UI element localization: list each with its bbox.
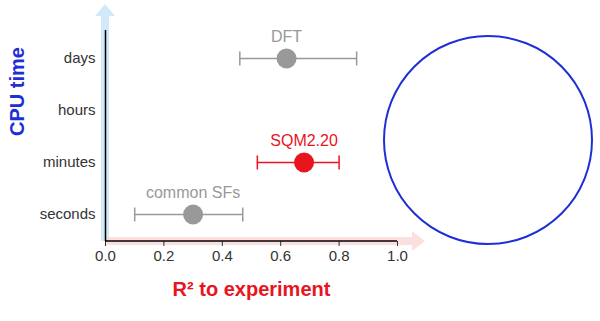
svg-text:0.2: 0.2 bbox=[153, 247, 174, 264]
svg-text:seconds: seconds bbox=[40, 205, 96, 222]
svg-text:DFT: DFT bbox=[271, 28, 302, 45]
svg-text:minutes: minutes bbox=[43, 153, 96, 170]
svg-text:hours: hours bbox=[58, 101, 96, 118]
svg-text:days: days bbox=[64, 49, 96, 66]
svg-text:1.0: 1.0 bbox=[387, 247, 408, 264]
svg-text:CPU time: CPU time bbox=[6, 47, 28, 136]
svg-text:0.6: 0.6 bbox=[270, 247, 291, 264]
svg-text:0.0: 0.0 bbox=[95, 247, 116, 264]
svg-text:common SFs: common SFs bbox=[146, 184, 240, 201]
svg-text:0.8: 0.8 bbox=[329, 247, 350, 264]
svg-text:0.4: 0.4 bbox=[212, 247, 233, 264]
svg-text:SQM2.20: SQM2.20 bbox=[270, 132, 338, 149]
svg-text:R² to experiment: R² to experiment bbox=[173, 278, 331, 300]
